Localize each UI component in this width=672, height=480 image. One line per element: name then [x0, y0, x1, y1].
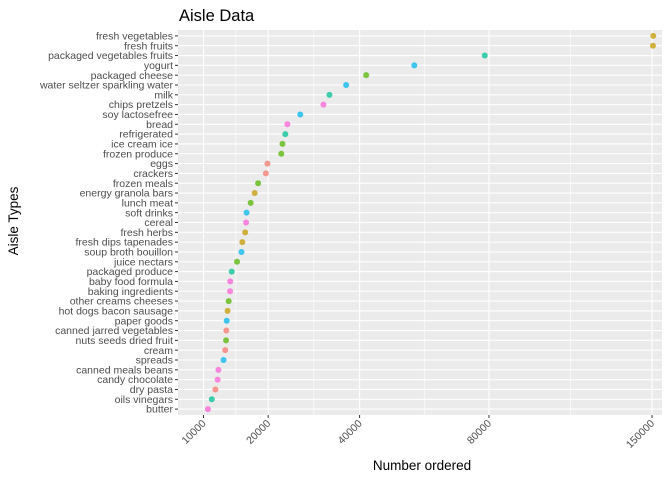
y-tick-label: frozen meals: [113, 178, 173, 190]
y-tick-label: packaged produce: [87, 266, 174, 278]
data-point: [234, 258, 241, 265]
data-point: [284, 121, 291, 128]
data-point: [243, 219, 250, 226]
data-points: [204, 32, 657, 413]
x-tick-label: 10000: [179, 418, 208, 447]
data-point: [650, 32, 657, 39]
data-point: [227, 278, 234, 285]
data-point: [223, 327, 230, 334]
data-point: [247, 199, 254, 206]
x-tick-label: 80000: [465, 418, 494, 447]
data-point: [238, 248, 245, 255]
x-axis-title: Number ordered: [373, 458, 471, 473]
y-tick-label: soy lactosefree: [102, 109, 173, 121]
data-point: [278, 150, 285, 157]
data-point: [242, 229, 249, 236]
x-tick-label: 20000: [244, 418, 273, 447]
data-point: [220, 357, 227, 363]
y-tick-label: bread: [146, 119, 173, 131]
y-tick-label: other creams cheeses: [70, 296, 173, 308]
y-tick-label: lunch meat: [122, 197, 173, 209]
y-tick-label: paper goods: [115, 315, 173, 327]
y-tick-label: candy chocolate: [97, 374, 173, 386]
y-tick-label: eggs: [150, 158, 173, 170]
y-tick-label: hot dogs bacon sausage: [59, 305, 174, 317]
data-point: [239, 239, 246, 246]
data-point: [223, 317, 230, 324]
y-tick-label: fresh herbs: [120, 227, 173, 239]
y-tick-label: canned jarred vegetables: [55, 325, 173, 337]
y-tick-label: milk: [154, 89, 173, 101]
data-point: [212, 386, 219, 393]
data-point: [264, 160, 271, 167]
data-point: [326, 91, 333, 98]
data-point: [481, 52, 488, 59]
data-point: [224, 307, 231, 314]
data-point: [251, 190, 258, 197]
data-point: [243, 209, 250, 216]
y-tick-label: cereal: [144, 217, 173, 229]
data-point: [411, 62, 418, 69]
y-tick-label: baby food formula: [89, 276, 173, 288]
y-tick-label: cream: [144, 345, 173, 357]
y-tick-label: fresh vegetables: [96, 30, 173, 42]
x-tick-label: 150000: [624, 418, 657, 451]
data-point: [343, 82, 350, 88]
data-point: [228, 268, 235, 275]
y-tick-label: energy granola bars: [80, 188, 173, 200]
y-tick-label: yogurt: [144, 60, 173, 72]
data-point: [223, 337, 230, 344]
y-tick-label: packaged vegetables fruits: [48, 50, 173, 62]
y-tick-label: soup broth bouillon: [84, 247, 173, 259]
data-point: [320, 101, 327, 108]
data-point: [222, 347, 229, 354]
data-point: [255, 180, 262, 187]
data-point: [282, 131, 289, 138]
y-tick-label: fresh fruits: [124, 40, 173, 52]
y-tick-label: chips pretzels: [109, 99, 173, 111]
y-tick-label: refrigerated: [119, 129, 173, 141]
grid-major: [178, 30, 662, 415]
chart-title: Aisle Data: [179, 7, 255, 25]
y-tick-label: soft drinks: [125, 207, 173, 219]
data-point: [215, 366, 222, 373]
y-axis-title: Aisle Types: [6, 186, 21, 255]
y-tick-label: baking ingredients: [88, 286, 173, 298]
data-point: [279, 140, 286, 147]
y-tick-label: crackers: [133, 168, 173, 180]
y-tick-label: canned meals beans: [76, 364, 173, 376]
data-point: [208, 396, 215, 403]
data-point: [214, 376, 221, 383]
y-tick-label: ice cream ice: [111, 139, 173, 151]
data-point: [649, 42, 656, 49]
y-tick-label: juice nectars: [113, 256, 173, 268]
x-tick-label: 40000: [336, 418, 365, 447]
y-tick-label: fresh dips tapenades: [76, 237, 173, 249]
y-tick-label: oils vinegars: [115, 394, 173, 406]
data-point: [297, 111, 304, 118]
data-point: [225, 298, 232, 305]
y-tick-label: butter: [146, 404, 173, 416]
y-tick-label: water seltzer sparkling water: [39, 80, 174, 92]
x-axis: 10000 20000 40000 80000 150000: [179, 415, 657, 451]
data-point: [204, 406, 211, 413]
y-tick-label: spreads: [136, 355, 173, 367]
y-tick-label: nuts seeds dried fruit: [76, 335, 174, 347]
y-tick-label: frozen produce: [103, 148, 173, 160]
y-tick-label: packaged cheese: [91, 70, 173, 82]
data-point: [363, 72, 370, 79]
data-point: [227, 288, 234, 295]
y-tick-label: dry pasta: [130, 384, 173, 396]
data-point: [262, 170, 269, 177]
